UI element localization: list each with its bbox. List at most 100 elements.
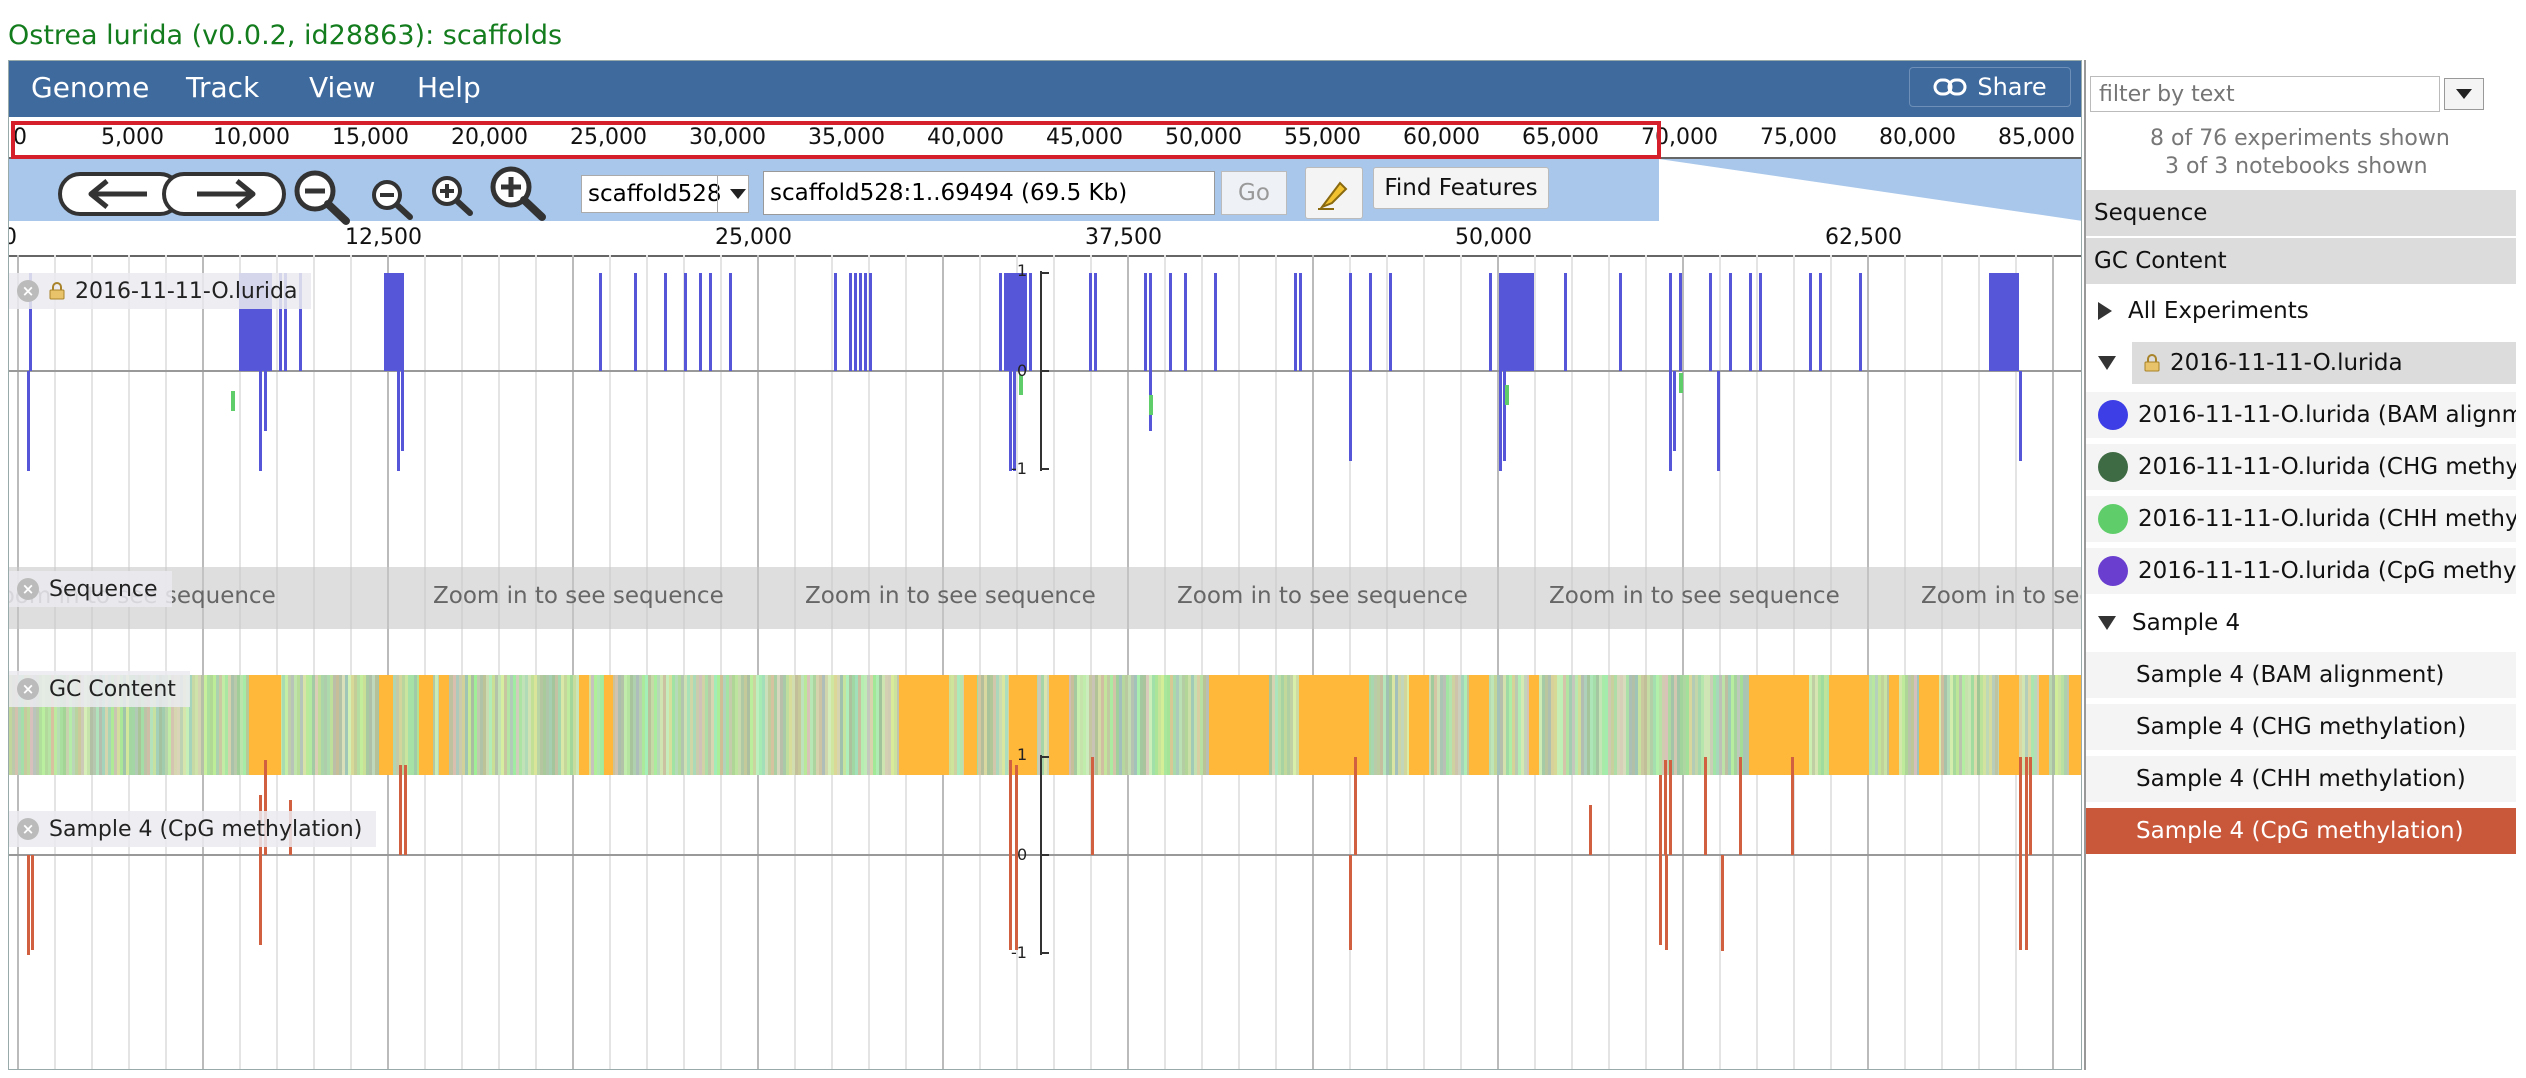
gc-cell xyxy=(1398,675,1401,775)
gc-cell xyxy=(1047,675,1050,775)
menu-view[interactable]: View xyxy=(309,71,376,104)
close-icon[interactable]: × xyxy=(17,280,39,302)
filter-dropdown-button[interactable] xyxy=(2444,78,2484,110)
collapse-icon xyxy=(2098,616,2116,630)
gc-cell xyxy=(1074,675,1077,775)
zoom-in-small-icon[interactable] xyxy=(429,173,475,217)
location-input[interactable] xyxy=(763,171,1215,215)
gc-cell xyxy=(885,675,888,775)
gc-cell xyxy=(1827,675,1830,775)
gc-cell xyxy=(786,675,789,775)
track-label-sample4[interactable]: × Sample 4 (CpG methylation) xyxy=(9,811,377,847)
track-label-gc[interactable]: × GC Content xyxy=(9,671,190,707)
gc-cell xyxy=(1137,675,1140,775)
gc-cell xyxy=(852,675,855,775)
menu-genome[interactable]: Genome xyxy=(31,71,150,104)
go-button[interactable]: Go xyxy=(1221,171,1287,215)
overview-location-box[interactable] xyxy=(11,121,1661,159)
gc-cell xyxy=(705,675,708,775)
track-item[interactable]: 2016-11-11-O.lurida (BAM alignment) xyxy=(2086,392,2516,438)
olurida-bar xyxy=(269,273,272,371)
category-gc-content[interactable]: GC Content xyxy=(2086,238,2516,284)
track-item[interactable]: Sample 4 (CHG methylation) xyxy=(2086,704,2516,750)
gc-cell xyxy=(657,675,660,775)
track-item[interactable]: Sample 4 (CHH methylation) xyxy=(2086,756,2516,802)
track-item[interactable]: Sample 4 (BAM alignment) xyxy=(2086,652,2516,698)
olurida-bar xyxy=(834,273,837,371)
gc-cell xyxy=(1671,675,1674,775)
gc-cell xyxy=(27,675,30,775)
find-features-button[interactable]: Find Features xyxy=(1373,167,1549,209)
olurida-bar xyxy=(1679,273,1682,371)
track-label-sequence[interactable]: × Sequence xyxy=(9,571,172,607)
gc-cell xyxy=(369,675,372,775)
gc-cell xyxy=(1143,675,1146,775)
gc-cell xyxy=(951,675,954,775)
track-item[interactable]: 2016-11-11-O.lurida (CpG methylation) xyxy=(2086,548,2516,594)
refseq-select[interactable]: scaffold528 xyxy=(581,175,749,213)
olurida-bar xyxy=(999,273,1002,371)
close-icon[interactable]: × xyxy=(17,578,39,600)
gc-cell xyxy=(1521,675,1524,775)
gc-cell xyxy=(771,675,774,775)
sample4-bar xyxy=(404,765,407,855)
pan-right-icon[interactable] xyxy=(161,171,287,217)
track-label-olurida[interactable]: × 2016-11-11-O.lurida xyxy=(9,273,312,309)
refseq-dropdown-button[interactable] xyxy=(717,175,757,213)
gc-cell xyxy=(684,675,687,775)
all-experiments-node[interactable]: All Experiments xyxy=(2086,288,2516,334)
zoom-out-small-icon[interactable] xyxy=(369,177,415,221)
track-item-selected[interactable]: Sample 4 (CpG methylation) xyxy=(2086,808,2516,854)
group-olurida[interactable]: 2016-11-11-O.lurida xyxy=(2086,340,2516,386)
gc-cell xyxy=(627,675,630,775)
zoom-in-large-icon[interactable] xyxy=(487,163,549,221)
gc-cell xyxy=(9,675,12,775)
olurida-bar xyxy=(1619,273,1622,371)
track-item[interactable]: 2016-11-11-O.lurida (CHG methylation) xyxy=(2086,444,2516,490)
gc-cell xyxy=(1497,675,1500,775)
gc-cell xyxy=(18,675,21,775)
gc-cell xyxy=(1701,675,1704,775)
olurida-bar xyxy=(29,273,32,371)
color-dot xyxy=(2098,452,2128,482)
gc-cell xyxy=(489,675,492,775)
filter-text-input[interactable] xyxy=(2090,76,2440,112)
track-item[interactable]: 2016-11-11-O.lurida (CHH methylation) xyxy=(2086,496,2516,542)
gc-high-block xyxy=(1919,675,1939,775)
overview-scale[interactable]: 0 5,000 10,000 15,000 20,000 25,000 30,0… xyxy=(9,117,2081,159)
zoom-out-large-icon[interactable] xyxy=(291,167,353,225)
close-icon[interactable]: × xyxy=(17,678,39,700)
gc-cell xyxy=(468,675,471,775)
gc-cell xyxy=(1071,675,1074,775)
overview-tick: 80,000 xyxy=(1879,125,1956,150)
gc-cell xyxy=(450,675,453,775)
detail-ruler[interactable]: 0 12,500 25,000 37,500 50,000 62,500 xyxy=(9,221,2081,257)
sample4-bar xyxy=(2019,855,2022,950)
gc-cell xyxy=(1704,675,1707,775)
share-button[interactable]: Share xyxy=(1909,67,2071,107)
group-sample4[interactable]: Sample 4 xyxy=(2086,600,2516,646)
close-icon[interactable]: × xyxy=(17,818,39,840)
menu-help[interactable]: Help xyxy=(417,71,481,104)
gc-cell xyxy=(834,675,837,775)
overview-tick: 65,000 xyxy=(1522,125,1599,150)
sample4-axis-zero: 0 xyxy=(1017,845,1028,864)
gc-cell xyxy=(738,675,741,775)
gc-cell xyxy=(42,675,45,775)
menu-track[interactable]: Track xyxy=(186,71,260,104)
gc-cell xyxy=(2067,675,2070,775)
gc-cell xyxy=(1164,675,1167,775)
gc-cell xyxy=(405,675,408,775)
gc-cell xyxy=(633,675,636,775)
gc-cell xyxy=(1377,675,1380,775)
olurida-bar xyxy=(1389,273,1392,371)
tracks-area[interactable]: 1 0 -1 1 0 -1 Zoom in to see sequence Zo… xyxy=(9,255,2081,1069)
gc-cell xyxy=(990,675,993,775)
sample4-bar xyxy=(1739,757,1742,855)
gc-cell xyxy=(723,675,726,775)
highlight-button[interactable] xyxy=(1305,167,1363,219)
gc-cell xyxy=(105,675,108,775)
share-label: Share xyxy=(1977,73,2047,101)
gc-cell xyxy=(1971,675,1974,775)
category-sequence[interactable]: Sequence xyxy=(2086,190,2516,236)
